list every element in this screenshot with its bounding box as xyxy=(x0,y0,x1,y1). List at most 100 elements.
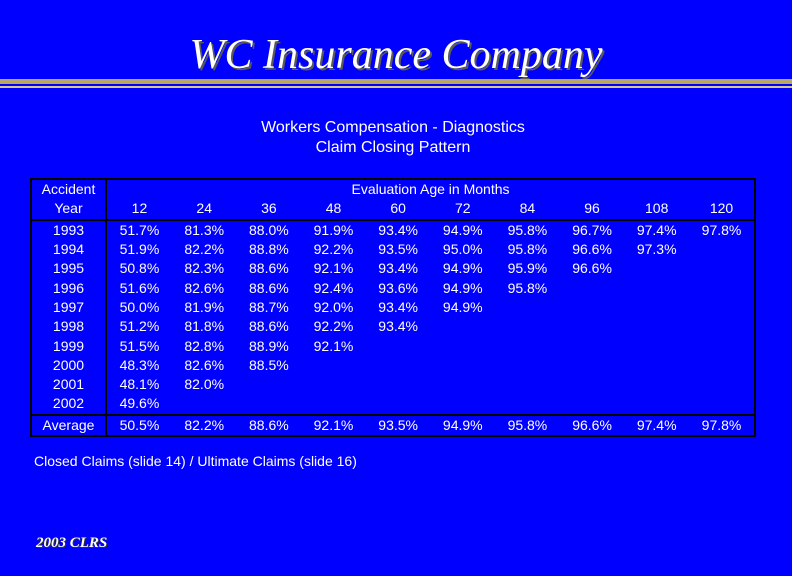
table-header-row-2: Year 12 24 36 48 60 72 84 96 108 120 xyxy=(31,199,755,221)
closing-ratio-cell: 93.6% xyxy=(378,279,418,296)
average-cell: 95.8% xyxy=(495,413,560,436)
closing-ratio-cell xyxy=(689,278,755,297)
evaluation-age-header: Evaluation Age in Months xyxy=(351,181,510,198)
closing-ratio-cell: 82.6% xyxy=(184,279,225,296)
closing-ratio-cell: 97.8% xyxy=(701,221,742,238)
age-header-24: 24 xyxy=(171,199,237,221)
closing-ratio-cell: 91.9% xyxy=(313,221,354,238)
closing-ratio-cell: 96.6% xyxy=(572,260,612,277)
average-row: Average 50.5% 82.2% 88.6% 92.1% 93.5% 94.9% 95.… xyxy=(31,413,755,436)
closing-ratio-cell: 81.8% xyxy=(184,318,225,335)
closing-ratio-cell: 92.0% xyxy=(313,298,354,315)
closing-ratio-cell xyxy=(430,375,495,394)
closing-ratio-cell xyxy=(495,394,560,414)
closing-ratio-cell xyxy=(624,259,689,278)
closing-ratio-cell xyxy=(560,356,625,375)
age-header-60: 60 xyxy=(365,199,431,221)
accident-header: Accident xyxy=(31,179,107,200)
closing-ratio-cell xyxy=(430,336,495,355)
closing-ratio-cell xyxy=(301,375,366,394)
closing-ratio-cell xyxy=(366,336,431,355)
closing-ratio-cell xyxy=(689,317,755,336)
average-cell: 93.5% xyxy=(365,413,431,436)
closing-ratio-cell xyxy=(366,356,431,375)
closing-ratio-cell xyxy=(495,298,560,317)
average-cell: 92.1% xyxy=(301,413,366,436)
closing-ratio-cell xyxy=(560,375,625,394)
accident-year-cell: 1996 xyxy=(31,278,107,298)
accident-year-cell: 1998 xyxy=(31,317,107,337)
accident-year-cell: 1993 xyxy=(31,219,107,240)
average-label: Average xyxy=(31,413,107,436)
age-header-108: 108 xyxy=(624,199,690,221)
closing-ratio-cell: 81.3% xyxy=(184,221,225,238)
closing-ratio-cell: 82.0% xyxy=(184,376,225,393)
closing-ratio-cell xyxy=(560,298,625,317)
slide-subtitle: Workers Compensation - Diagnostics Claim… xyxy=(0,118,786,158)
average-cell: 97.4% xyxy=(624,413,690,436)
footnote: Closed Claims (slide 14) / Ultimate Clai… xyxy=(34,453,357,469)
closing-ratio-cell: 95.8% xyxy=(507,241,548,258)
closing-ratio-cell: 88.6% xyxy=(249,279,289,296)
closing-ratio-cell: 92.4% xyxy=(313,279,354,296)
closing-ratio-cell xyxy=(560,278,625,297)
closing-ratio-cell xyxy=(689,394,755,414)
closing-ratio-cell: 96.7% xyxy=(572,221,612,238)
closing-ratio-cell xyxy=(560,336,625,355)
closing-ratio-cell: 94.9% xyxy=(442,279,483,296)
age-header-84: 84 xyxy=(495,199,560,221)
closing-ratio-cell: 82.2% xyxy=(184,241,225,258)
closing-ratio-cell: 93.5% xyxy=(378,241,418,258)
table-row: 1998 51.2% 81.8% 88.6% 92.2% 93.4% xyxy=(31,317,755,337)
table-row: 1994 51.9% 82.2% 88.8% 92.2% 93.5% 95.0% 95.8% 9… xyxy=(31,239,755,260)
closing-ratio-cell: 88.8% xyxy=(249,241,289,258)
closing-ratio-cell xyxy=(624,317,689,336)
slide-title: WC Insurance Company xyxy=(189,32,603,78)
closing-ratio-cell: 88.7% xyxy=(249,298,289,315)
closing-ratio-cell: 51.6% xyxy=(119,279,160,296)
closing-ratio-cell xyxy=(237,394,302,414)
subtitle-line-2: Claim Closing Pattern xyxy=(315,139,471,156)
closing-ratio-cell xyxy=(689,240,755,259)
closing-ratio-cell: 48.1% xyxy=(119,376,160,393)
closing-ratio-cell: 92.2% xyxy=(313,318,354,335)
closing-ratio-cell xyxy=(624,356,689,375)
closing-ratio-cell: 97.3% xyxy=(636,241,677,258)
closing-ratio-cell: 97.4% xyxy=(636,221,677,238)
closing-ratio-cell xyxy=(560,394,625,414)
average-cell: 82.2% xyxy=(171,413,237,436)
closing-ratio-cell xyxy=(624,278,689,297)
title-divider-thick xyxy=(0,79,792,84)
closing-ratio-cell xyxy=(689,356,755,375)
average-cell: 94.9% xyxy=(430,413,496,436)
closing-ratio-cell xyxy=(624,394,689,414)
closing-ratio-cell: 50.0% xyxy=(119,298,160,315)
closing-ratio-cell xyxy=(430,394,495,414)
closing-ratio-cell: 94.9% xyxy=(442,221,483,238)
closing-ratio-cell: 95.0% xyxy=(442,241,483,258)
accident-year-cell: 2002 xyxy=(31,394,107,415)
subtitle-line-1: Workers Compensation - Diagnostics xyxy=(261,119,525,136)
table-row: 2002 49.6% xyxy=(31,394,755,415)
closing-ratio-cell: 48.3% xyxy=(119,356,160,373)
closing-ratio-cell: 96.6% xyxy=(572,241,612,258)
table-row: 1993 51.7% 81.3% 88.0% 91.9% 93.4% 94.9% 95.8% 9… xyxy=(31,219,755,240)
closing-ratio-cell xyxy=(237,375,302,394)
closing-ratio-cell xyxy=(560,317,625,336)
title-divider-thin xyxy=(0,86,792,88)
accident-year-cell: 2001 xyxy=(31,374,107,395)
accident-year-cell: 1994 xyxy=(31,239,107,260)
average-cell: 88.6% xyxy=(236,413,302,436)
closing-ratio-cell: 51.5% xyxy=(119,337,160,354)
closing-ratio-cell xyxy=(301,356,366,375)
footer-label: 2003 CLRS xyxy=(36,535,108,551)
accident-year-cell: 2000 xyxy=(31,355,107,375)
closing-ratio-cell xyxy=(495,317,560,336)
closing-ratio-cell xyxy=(495,375,560,394)
closing-ratio-cell: 51.7% xyxy=(119,221,160,238)
closing-ratio-cell: 51.2% xyxy=(119,318,160,335)
table-row: 1995 50.8% 82.3% 88.6% 92.1% 93.4% 94.9% 95.9% 9… xyxy=(31,259,755,279)
year-header: Year xyxy=(31,199,107,221)
closing-ratio-cell: 49.6% xyxy=(119,395,160,412)
age-header-72: 72 xyxy=(430,199,496,221)
